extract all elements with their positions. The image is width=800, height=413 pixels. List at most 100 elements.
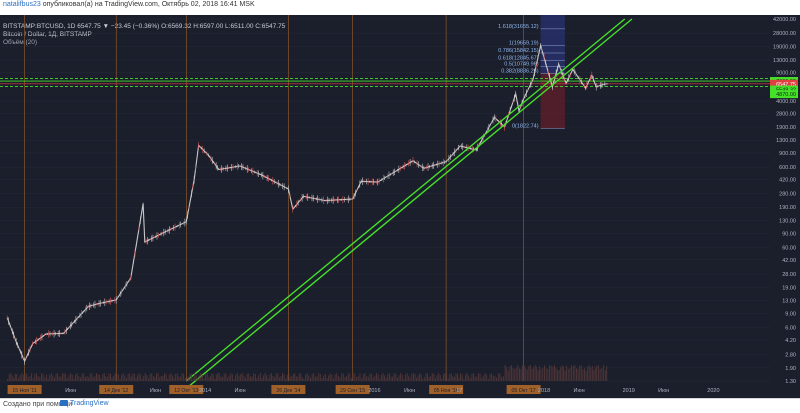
volume-bar — [225, 373, 227, 381]
volume-bar — [376, 373, 378, 381]
volume-bar — [531, 368, 533, 381]
volume-bar — [571, 365, 573, 381]
volume-bar — [412, 373, 414, 381]
volume-bar — [52, 375, 54, 381]
volume-bar — [60, 376, 62, 381]
volume-bar — [94, 376, 96, 381]
volume-bar — [489, 374, 491, 381]
volume-bar — [557, 369, 559, 381]
volume-bar — [377, 374, 379, 381]
volume-bar — [173, 377, 175, 381]
x-tick-box — [7, 385, 42, 394]
price-change: ▼ −23.45 (−0.36%) — [102, 23, 160, 30]
volume-bar — [349, 374, 351, 381]
price-chart-svg[interactable]: 1.618(31655.12) 1(19659.19) 0.786(15842.15… — [0, 15, 800, 398]
volume-bar — [572, 366, 574, 381]
volume-bar — [382, 373, 384, 381]
volume-bar — [408, 375, 410, 381]
volume-bar — [50, 373, 52, 381]
volume-bar — [476, 376, 478, 381]
x-tick-label: 14 Дек '12 — [104, 388, 128, 394]
volume-bar — [580, 365, 582, 381]
y-tick-label: 90.00 — [782, 231, 796, 237]
volume-bar — [395, 373, 397, 381]
volume-bar — [306, 373, 308, 381]
volume-bar — [71, 374, 73, 381]
volume-bar — [119, 378, 121, 381]
volume-bar — [491, 373, 493, 381]
volume-bar — [102, 374, 104, 381]
volume-bar — [545, 368, 547, 381]
volume-bar — [522, 365, 524, 381]
volume-bar — [525, 367, 527, 381]
volume-bar — [487, 378, 489, 381]
trendline — [185, 18, 626, 382]
volume-bar — [294, 373, 296, 381]
volume-bar — [361, 378, 363, 381]
y-tick-label: 190.00 — [779, 205, 796, 211]
volume-bar — [492, 375, 494, 381]
y-tick-label: 42000.00 — [773, 17, 796, 23]
volume-bar — [226, 377, 228, 381]
volume-bar — [251, 376, 253, 381]
volume-bar — [222, 376, 224, 381]
volume-bar — [555, 367, 557, 381]
y-tick-label: 280.00 — [779, 192, 796, 198]
volume-bar — [175, 373, 177, 381]
volume-bar — [515, 367, 517, 381]
volume-bar — [384, 375, 386, 381]
volume-bar — [97, 374, 99, 381]
volume-bar — [542, 367, 544, 381]
header-line: natalifbus23 опубликовал(а) на TradingVi… — [3, 1, 255, 8]
volume-bar — [601, 368, 603, 381]
chart-area[interactable]: BITSTAMP:BTCUSD, 1D 6547.75 ▼ −23.45 (−0… — [0, 15, 800, 398]
volume-bar — [65, 373, 67, 381]
volume-bar — [507, 370, 509, 381]
y-tick-label: 1900.00 — [776, 125, 796, 131]
volume-bar — [398, 375, 400, 381]
volume-bar — [70, 373, 72, 381]
volume-bar — [339, 377, 341, 381]
volume-bar — [337, 375, 339, 381]
volume-bar — [108, 373, 110, 381]
y-tick-label: 13.00 — [782, 299, 796, 305]
volume-bar — [231, 374, 233, 381]
fib-level-label: 0.382(8836.26) — [501, 68, 538, 74]
volume-bar — [427, 373, 429, 381]
volume-bar — [438, 373, 440, 381]
volume-bar — [371, 373, 373, 381]
volume-bar — [392, 376, 394, 381]
volume-bar — [13, 377, 15, 381]
volume-bar — [434, 378, 436, 381]
volume-bar — [518, 368, 520, 381]
volume-bar — [590, 367, 592, 381]
volume-bar — [116, 373, 118, 381]
volume-bar — [269, 374, 271, 381]
y-tick-label: 4000.00 — [776, 99, 796, 105]
volume-bar — [336, 373, 338, 381]
volume-bar — [433, 374, 435, 381]
volume-bar — [497, 373, 499, 381]
volume-bar — [214, 378, 216, 381]
volume-bar — [258, 375, 260, 381]
volume-bar — [197, 377, 199, 381]
volume-bar — [121, 374, 123, 381]
volume-bar — [455, 373, 457, 381]
author-link[interactable]: natalifbus23 — [3, 1, 41, 8]
x-tick-label: 2016 — [368, 388, 380, 394]
volume-bar — [517, 365, 519, 381]
volume-bar — [308, 375, 310, 381]
volume-bar — [446, 375, 448, 381]
volume-bar — [514, 369, 516, 381]
fib-level-label: 0(1822.74) — [512, 123, 539, 129]
volume-bar — [105, 376, 107, 381]
tradingview-brand[interactable]: TradingView — [60, 400, 109, 407]
volume-bar — [458, 377, 460, 381]
volume-bar — [285, 378, 287, 381]
volume-bar — [22, 374, 24, 381]
volume-bar — [291, 375, 293, 381]
y-tick-label: 13000.00 — [773, 58, 796, 64]
y-tick-label: 4.20 — [785, 338, 796, 344]
volume-bar — [379, 378, 381, 381]
volume-bar — [463, 378, 465, 381]
